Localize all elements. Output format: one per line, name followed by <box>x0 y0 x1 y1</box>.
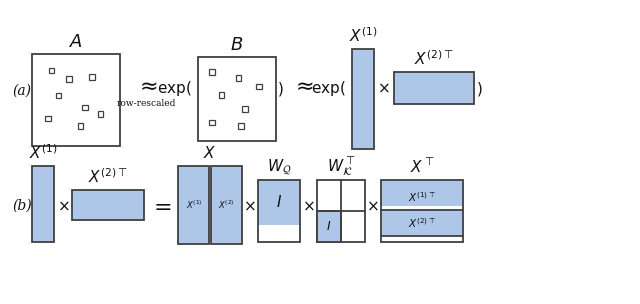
Bar <box>381 206 463 210</box>
Text: $I$: $I$ <box>326 220 332 233</box>
Text: $X^{(1)\top}$: $X^{(1)\top}$ <box>408 190 436 204</box>
Bar <box>66 76 72 81</box>
Bar <box>89 74 95 80</box>
Text: $)$: $)$ <box>276 80 284 98</box>
Text: $X^{(2)}$: $X^{(2)}$ <box>218 199 235 211</box>
Bar <box>317 211 341 242</box>
Bar <box>45 116 51 121</box>
Text: $X^{(1)}$: $X^{(1)}$ <box>186 199 202 211</box>
Bar <box>242 106 248 112</box>
Text: $X$: $X$ <box>204 145 217 161</box>
Text: $W_{\mathcal{K}}^{\top}$: $W_{\mathcal{K}}^{\top}$ <box>326 156 355 178</box>
Text: $X^{(2)\top}$: $X^{(2)\top}$ <box>408 216 436 230</box>
Text: $A$: $A$ <box>69 33 83 51</box>
Bar <box>256 84 262 89</box>
Text: $\times$: $\times$ <box>365 199 378 213</box>
Bar <box>211 166 242 244</box>
Bar <box>56 93 61 98</box>
Bar <box>209 120 215 125</box>
Text: $\approx$: $\approx$ <box>291 75 314 97</box>
Bar <box>77 123 83 129</box>
Text: $\approx$: $\approx$ <box>134 75 157 97</box>
Text: $X^{(2)\top}$: $X^{(2)\top}$ <box>88 168 128 186</box>
Bar <box>381 180 463 242</box>
Text: $X^{(2)\top}$: $X^{(2)\top}$ <box>414 50 454 68</box>
Text: $\mathrm{exp}($: $\mathrm{exp}($ <box>157 80 191 98</box>
Text: $B$: $B$ <box>230 36 244 54</box>
Text: $\mathrm{exp}($: $\mathrm{exp}($ <box>310 80 346 98</box>
Bar <box>98 111 104 116</box>
Text: $X^{\top}$: $X^{\top}$ <box>410 158 435 176</box>
Bar <box>209 69 215 75</box>
Text: $X^{(1)}$: $X^{(1)}$ <box>349 27 377 45</box>
Text: $X^{(1)}$: $X^{(1)}$ <box>29 144 57 162</box>
Bar <box>198 57 276 141</box>
Text: row-rescaled: row-rescaled <box>116 99 176 109</box>
Bar <box>394 72 474 104</box>
Text: $I$: $I$ <box>276 194 282 210</box>
Bar <box>258 225 300 242</box>
Bar <box>238 123 244 129</box>
Bar <box>352 49 374 149</box>
Text: (a): (a) <box>12 84 31 98</box>
Bar <box>381 210 463 236</box>
Bar <box>381 236 463 242</box>
Bar <box>32 166 54 242</box>
Text: $\times$: $\times$ <box>377 82 389 96</box>
Bar <box>258 180 300 242</box>
Bar <box>82 105 88 110</box>
Bar <box>72 190 144 220</box>
Bar <box>49 68 54 73</box>
Text: $=$: $=$ <box>148 195 172 217</box>
Bar <box>178 166 209 244</box>
Bar <box>236 75 241 81</box>
Bar <box>317 180 365 242</box>
Text: (b): (b) <box>12 199 31 213</box>
Text: $\times$: $\times$ <box>243 199 255 213</box>
Bar <box>219 92 224 98</box>
Bar <box>381 180 463 206</box>
Text: $)$: $)$ <box>476 80 483 98</box>
Text: $\times$: $\times$ <box>57 199 69 213</box>
Bar <box>32 54 120 146</box>
Bar <box>258 180 300 225</box>
Text: $W_{\mathcal{Q}}$: $W_{\mathcal{Q}}$ <box>267 157 291 177</box>
Text: $\times$: $\times$ <box>301 199 314 213</box>
